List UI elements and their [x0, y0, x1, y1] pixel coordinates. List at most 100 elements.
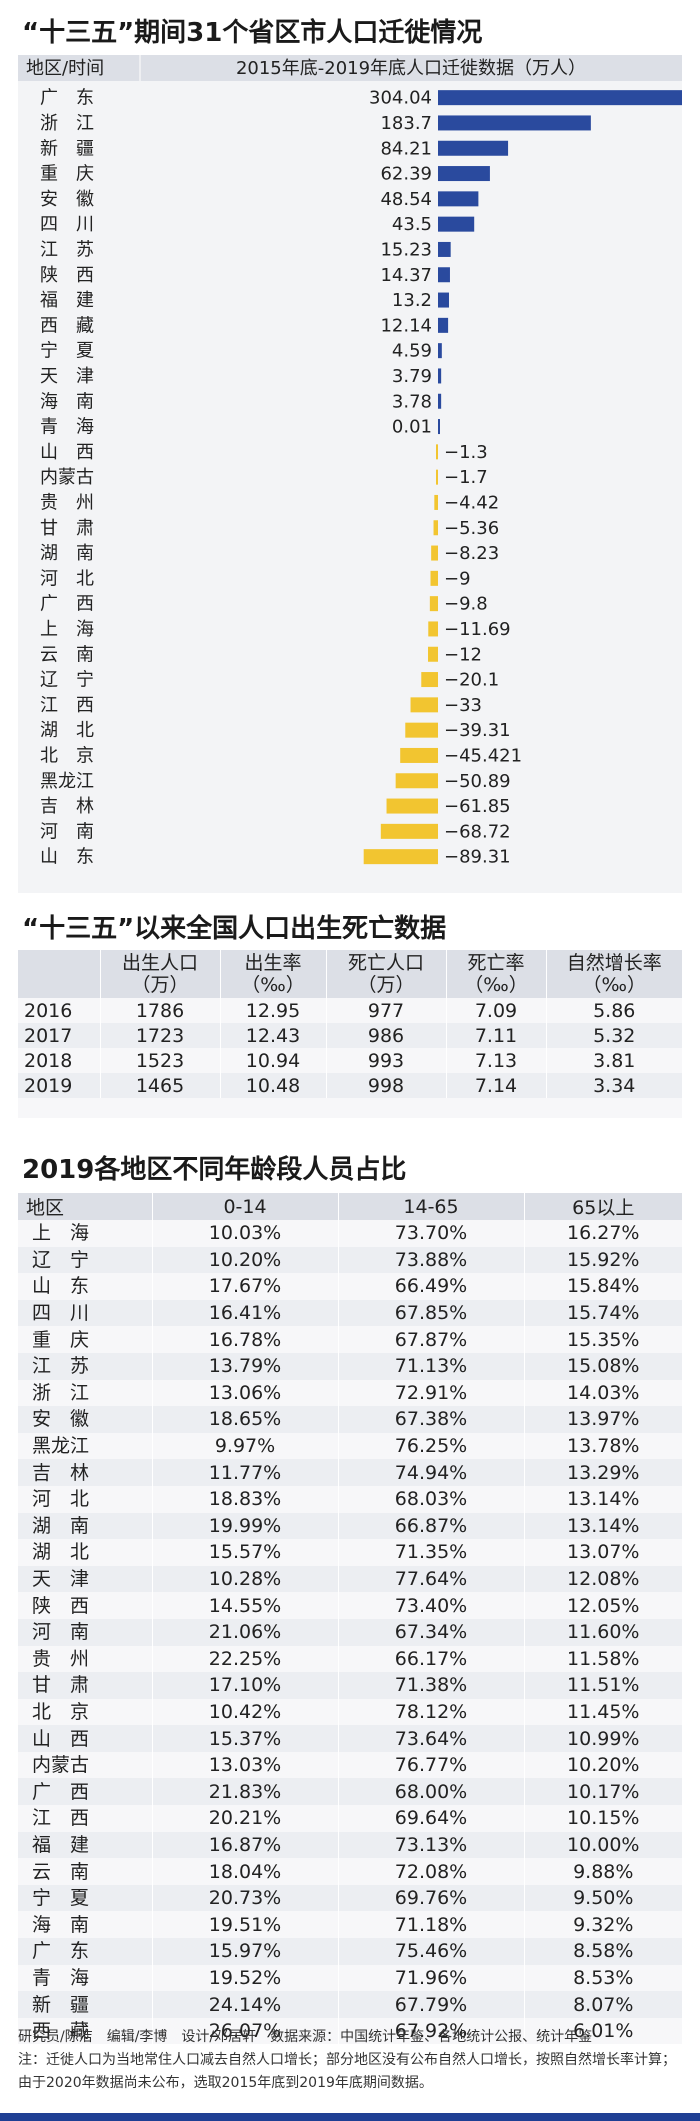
value-label: −89.31: [444, 847, 511, 868]
value-label: 304.04: [369, 88, 432, 109]
value-label: −1.7: [444, 467, 488, 488]
region-header: 地区/时间: [26, 58, 104, 79]
region-cell: 云 南: [18, 1858, 152, 1885]
region-label: 西 藏: [40, 315, 94, 336]
percent-cell: 71.35%: [337, 1539, 524, 1566]
percent-cell: 15.35%: [523, 1326, 682, 1353]
percent-cell: 13.07%: [523, 1539, 682, 1566]
percent-cell: 19.99%: [151, 1512, 338, 1540]
percent-cell: 75.46%: [337, 1938, 524, 1965]
region-label: 上 海: [40, 619, 94, 640]
region-label: 天 津: [40, 366, 94, 387]
value-label: 13.2: [392, 290, 432, 311]
percent-cell: 8.58%: [523, 1938, 682, 1965]
region-cell: 湖 北: [18, 1539, 152, 1566]
column-header: 出生人口 （万）: [99, 950, 220, 998]
percent-cell: 72.08%: [337, 1858, 524, 1885]
table-row: 2019 1465 10.48 998 7.14 3.34: [18, 1073, 682, 1098]
percent-cell: 69.64%: [337, 1805, 524, 1832]
table-cell: 10.48: [219, 1073, 326, 1098]
table-row: 湖 南 19.99% 66.87% 13.14%: [18, 1512, 682, 1540]
bar: [436, 469, 438, 485]
table-row: 安 徽 18.65% 67.38% 13.97%: [18, 1406, 682, 1433]
percent-cell: 72.91%: [337, 1379, 524, 1407]
percent-cell: 9.88%: [523, 1858, 682, 1885]
region-label: 新 疆: [40, 138, 94, 159]
percent-cell: 16.78%: [151, 1326, 338, 1353]
table-row: 北 京 10.42% 78.12% 11.45%: [18, 1698, 682, 1726]
percent-cell: 16.41%: [151, 1299, 338, 1327]
region-cell: 福 建: [18, 1831, 152, 1859]
percent-cell: 8.07%: [523, 1991, 682, 2018]
header-unit: （‰）: [241, 974, 305, 996]
table-row: 山 东 17.67% 66.49% 15.84%: [18, 1273, 682, 1300]
table-cell: 1786: [99, 998, 220, 1023]
region-cell: 上 海: [18, 1220, 152, 1247]
region-cell: 西 藏: [18, 2017, 152, 2045]
percent-cell: 20.21%: [151, 1805, 338, 1832]
bar: [438, 317, 449, 333]
region-label: 山 西: [40, 442, 94, 463]
value-label: −50.89: [444, 771, 511, 792]
value-label: −61.85: [444, 796, 511, 817]
percent-cell: 66.49%: [337, 1273, 524, 1300]
percent-cell: 16.87%: [151, 1831, 338, 1859]
region-label: 辽 宁: [40, 670, 94, 691]
table-cell: 7.11: [445, 1023, 546, 1048]
bar: [438, 140, 509, 156]
value-label: 12.14: [380, 315, 432, 336]
percent-cell: 14.03%: [523, 1379, 682, 1407]
column-header: 出生率 （‰）: [219, 950, 326, 998]
table-row: 辽 宁 10.20% 73.88% 15.92%: [18, 1246, 682, 1274]
value-header: 2015年底-2019年底人口迁徙数据（万人）: [236, 58, 586, 79]
region-label: 贵 州: [40, 492, 94, 513]
percent-cell: 66.87%: [337, 1512, 524, 1540]
region-cell: 浙 江: [18, 1379, 152, 1407]
percent-cell: 17.67%: [151, 1273, 338, 1300]
bar: [438, 368, 442, 384]
table-row: 浙 江 13.06% 72.91% 14.03%: [18, 1379, 682, 1407]
table-cell: 12.43: [219, 1023, 326, 1048]
table-row: 山 西 15.37% 73.64% 10.99%: [18, 1725, 682, 1752]
region-cell: 辽 宁: [18, 1246, 152, 1274]
bottom-bar: [0, 2113, 700, 2121]
birth-death-table: 出生人口 （万） 出生率 （‰） 死亡人口 （万） 死亡率 （‰） 自然增长率 （‰） 2016 1…: [18, 950, 682, 1098]
region-cell: 青 海: [18, 1964, 152, 1992]
percent-cell: 10.20%: [523, 1751, 682, 1779]
bar: [363, 849, 438, 865]
bar: [395, 773, 438, 789]
value-label: 4.59: [392, 341, 432, 362]
table-row: 西 藏 26.07% 67.92% 6.01%: [18, 2017, 682, 2045]
year-cell: 2016: [18, 998, 100, 1023]
region-cell: 内蒙古: [18, 1751, 152, 1779]
value-label: −8.23: [444, 543, 499, 564]
percent-cell: 73.64%: [337, 1725, 524, 1752]
bar: [438, 393, 442, 409]
table-row: 河 南 21.06% 67.34% 11.60%: [18, 1618, 682, 1646]
column-header: 自然增长率 （‰）: [545, 950, 682, 998]
header-unit: （‰）: [464, 974, 528, 996]
table-cell: 12.95: [219, 998, 326, 1023]
percent-cell: 67.79%: [337, 1991, 524, 2018]
percent-cell: 10.28%: [151, 1565, 338, 1593]
percent-cell: 16.27%: [523, 1220, 682, 1247]
percent-cell: 69.76%: [337, 1884, 524, 1912]
region-label: 海 南: [40, 391, 94, 412]
percent-cell: 78.12%: [337, 1698, 524, 1726]
percent-cell: 73.13%: [337, 1831, 524, 1859]
value-label: 43.5: [392, 214, 432, 235]
column-header: 0-14: [151, 1193, 338, 1220]
region-cell: 陕 西: [18, 1592, 152, 1619]
percent-cell: 13.79%: [151, 1352, 338, 1380]
table-cell: 7.13: [445, 1048, 546, 1073]
value-label: −33: [444, 695, 482, 716]
percent-cell: 9.50%: [523, 1884, 682, 1912]
value-label: 84.21: [380, 138, 432, 159]
chart-header-band: [18, 55, 682, 81]
table-cell: 3.81: [545, 1048, 682, 1073]
table-cell: 7.14: [445, 1073, 546, 1098]
percent-cell: 71.13%: [337, 1352, 524, 1380]
table-row: 重 庆 16.78% 67.87% 15.35%: [18, 1326, 682, 1353]
table-cell: 10.94: [219, 1048, 326, 1073]
percent-cell: 21.06%: [151, 1618, 338, 1646]
